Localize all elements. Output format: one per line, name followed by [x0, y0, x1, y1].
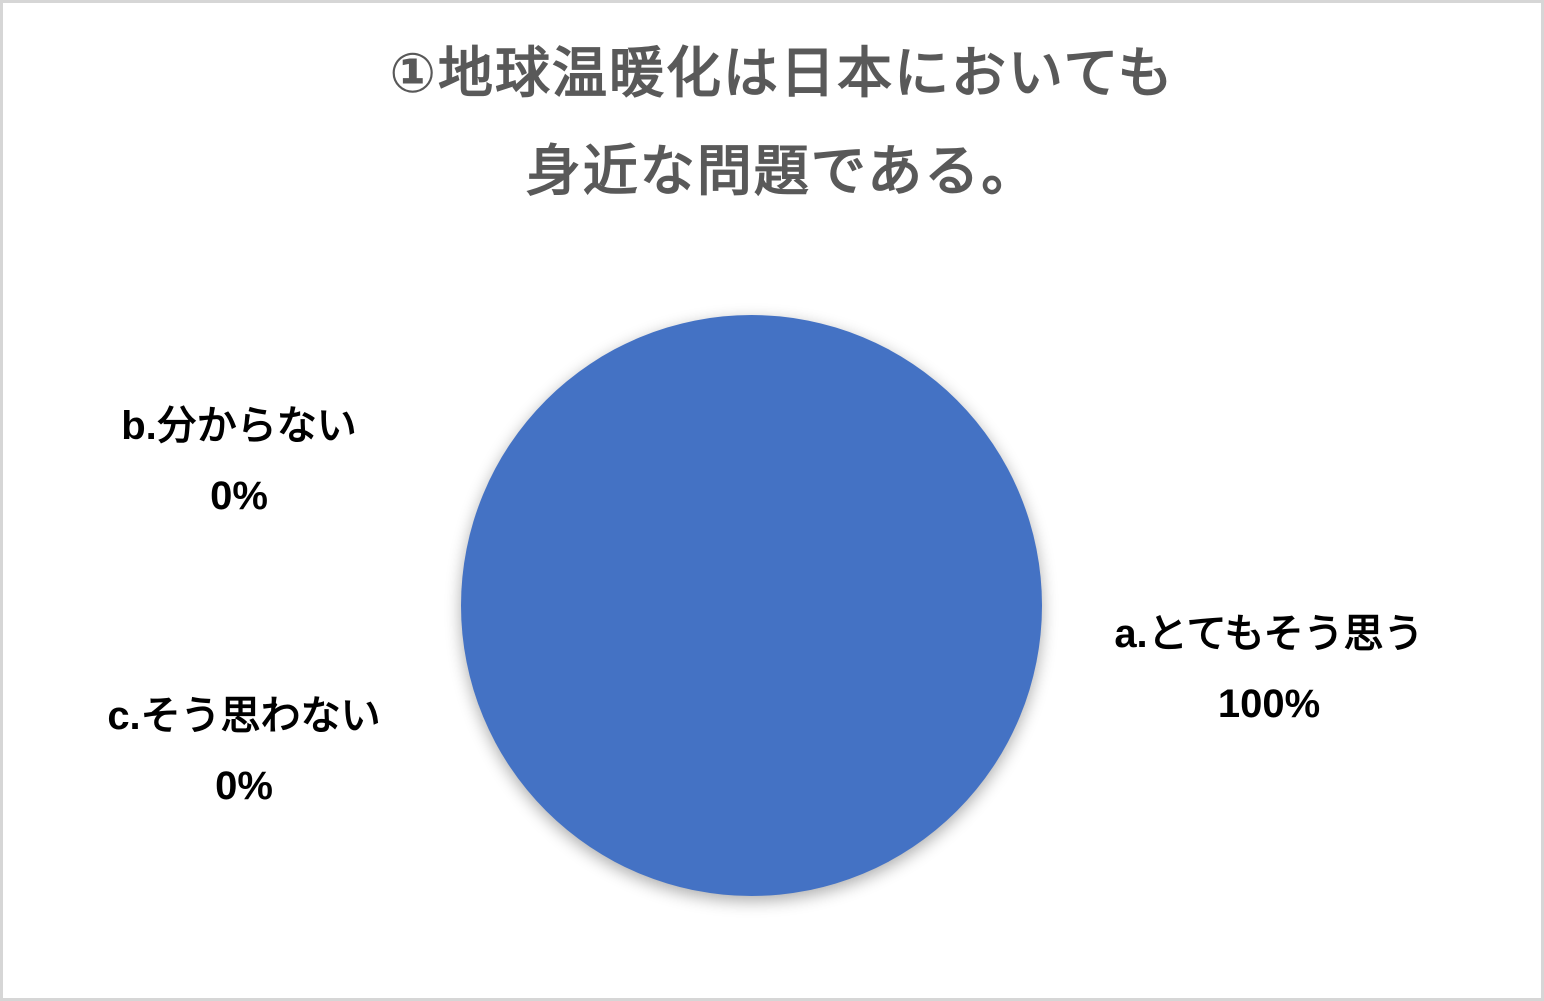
data-label-c-name: c.そう思わない: [107, 694, 381, 738]
data-label-b: b.分からない 0%: [39, 391, 439, 531]
chart-title-line1: ①地球温暖化は日本においても: [389, 42, 1175, 104]
data-label-b-percent: 0%: [210, 474, 268, 518]
chart-title: ①地球温暖化は日本においても 身近な問題である。: [3, 25, 1541, 221]
data-label-a-name: a.とてもそう思う: [1114, 612, 1424, 656]
data-label-c: c.そう思わない 0%: [44, 681, 444, 821]
chart-title-line2: 身近な問題である。: [525, 139, 1039, 202]
data-label-c-percent: 0%: [215, 764, 273, 808]
pie-slice-a-100pct[interactable]: [461, 315, 1042, 896]
data-label-a-percent: 100%: [1217, 682, 1321, 726]
data-label-a: a.とてもそう思う 100%: [1069, 599, 1469, 739]
data-label-b-name: b.分からない: [121, 404, 357, 448]
